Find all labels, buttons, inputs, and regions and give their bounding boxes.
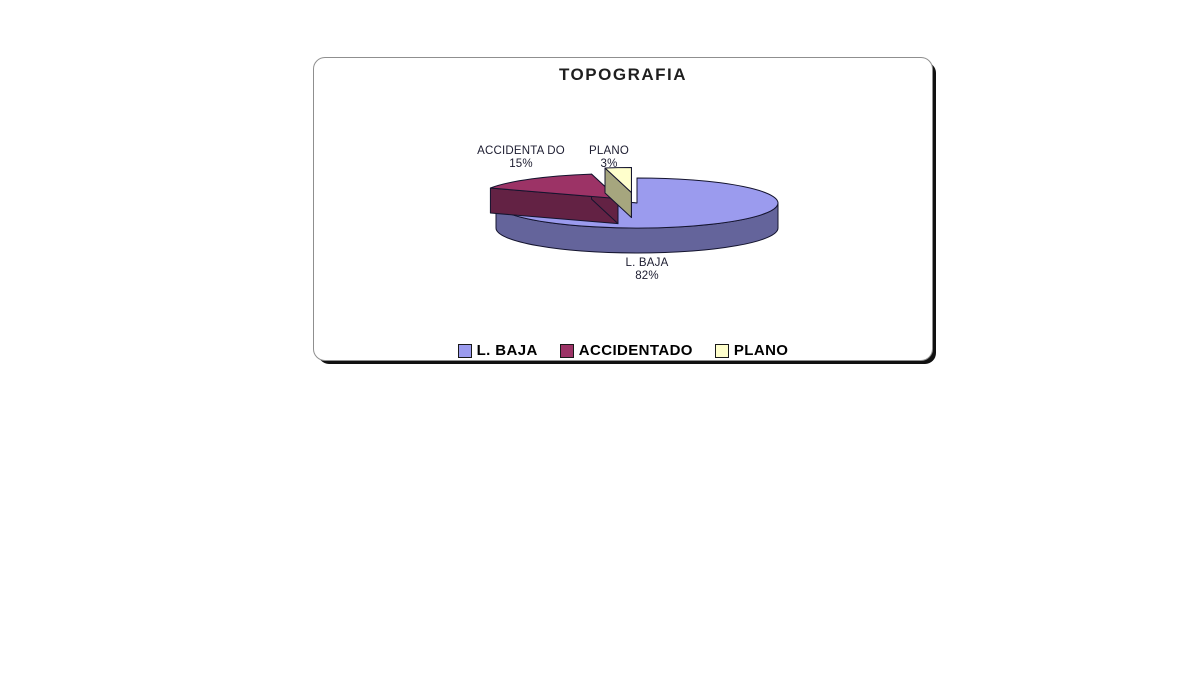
legend-label-l-baja: L. BAJA: [476, 342, 538, 359]
legend-swatch-accidentado-icon: [559, 343, 574, 358]
slice-label-plano-pct: 3%: [600, 158, 618, 170]
slice-label-plano: PLANO 3%: [549, 145, 669, 171]
slice-label-l-baja: L. BAJA 82%: [587, 257, 707, 283]
legend-item-plano: PLANO: [714, 342, 789, 359]
slice-label-accidentado-name: ACCIDENTA DO: [477, 145, 565, 157]
slice-label-accidentado-pct: 15%: [509, 158, 533, 170]
slice-label-l-baja-name: L. BAJA: [625, 257, 669, 269]
legend-label-accidentado: ACCIDENTADO: [578, 342, 693, 359]
legend-item-l-baja: L. BAJA: [457, 342, 538, 359]
slice-label-accidentado: ACCIDENTA DO 15%: [461, 145, 581, 171]
pie-slices: [489, 167, 779, 254]
slice-label-plano-name: PLANO: [589, 145, 629, 157]
chart-panel: TOPOGRAFIA ACCIDENTA DO 15% PLANO 3% L. …: [313, 57, 933, 361]
legend-item-accidentado: ACCIDENTADO: [559, 342, 693, 359]
legend-swatch-plano-icon: [714, 343, 729, 358]
pie-chart-3d: [489, 167, 779, 254]
slice-label-l-baja-pct: 82%: [635, 270, 659, 282]
legend-label-plano: PLANO: [733, 342, 789, 359]
chart-legend: L. BAJA ACCIDENTADO PLANO: [314, 342, 932, 359]
legend-swatch-l-baja-icon: [457, 343, 472, 358]
chart-title: TOPOGRAFIA: [558, 65, 688, 84]
